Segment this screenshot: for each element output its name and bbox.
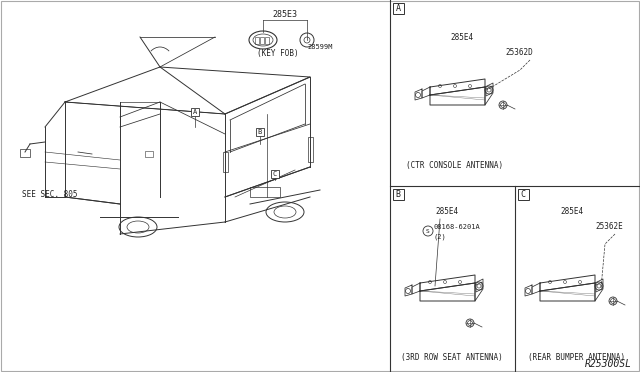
Bar bbox=[308, 137, 313, 162]
Text: A: A bbox=[193, 109, 197, 115]
Bar bbox=[518, 189, 529, 200]
Bar bbox=[393, 3, 404, 14]
Text: B: B bbox=[396, 189, 401, 199]
Text: B: B bbox=[258, 129, 262, 135]
Text: 285E4: 285E4 bbox=[450, 33, 473, 42]
Bar bbox=[250, 187, 280, 197]
Text: 285E4: 285E4 bbox=[435, 207, 458, 216]
Bar bbox=[265, 37, 269, 44]
Text: C: C bbox=[520, 189, 525, 199]
Text: SEE SEC. 805: SEE SEC. 805 bbox=[22, 190, 77, 199]
Text: A: A bbox=[396, 3, 401, 13]
Bar bbox=[145, 151, 153, 157]
Text: 25362E: 25362E bbox=[595, 222, 623, 231]
Text: S: S bbox=[426, 228, 430, 234]
Text: (3RD ROW SEAT ANTENNA): (3RD ROW SEAT ANTENNA) bbox=[401, 353, 503, 362]
Text: (REAR BUMPER ANTENNA): (REAR BUMPER ANTENNA) bbox=[529, 353, 625, 362]
Bar bbox=[20, 149, 30, 157]
Bar bbox=[393, 189, 404, 200]
Text: C: C bbox=[273, 171, 277, 177]
Text: (CTR CONSOLE ANTENNA): (CTR CONSOLE ANTENNA) bbox=[406, 161, 504, 170]
Bar bbox=[256, 128, 264, 136]
Text: (2): (2) bbox=[434, 233, 447, 240]
Text: 285E4: 285E4 bbox=[560, 207, 583, 216]
Text: 25362D: 25362D bbox=[505, 48, 532, 57]
Text: 285E3: 285E3 bbox=[273, 10, 298, 19]
Bar bbox=[255, 37, 259, 44]
Text: R25300SL: R25300SL bbox=[585, 359, 632, 369]
Text: 28599M: 28599M bbox=[307, 44, 333, 50]
Bar bbox=[271, 170, 279, 178]
Bar bbox=[260, 37, 264, 44]
Text: (KEY FOB): (KEY FOB) bbox=[257, 49, 299, 58]
Bar bbox=[191, 108, 199, 116]
Bar bbox=[223, 152, 228, 172]
Text: 08168-6201A: 08168-6201A bbox=[434, 224, 481, 230]
